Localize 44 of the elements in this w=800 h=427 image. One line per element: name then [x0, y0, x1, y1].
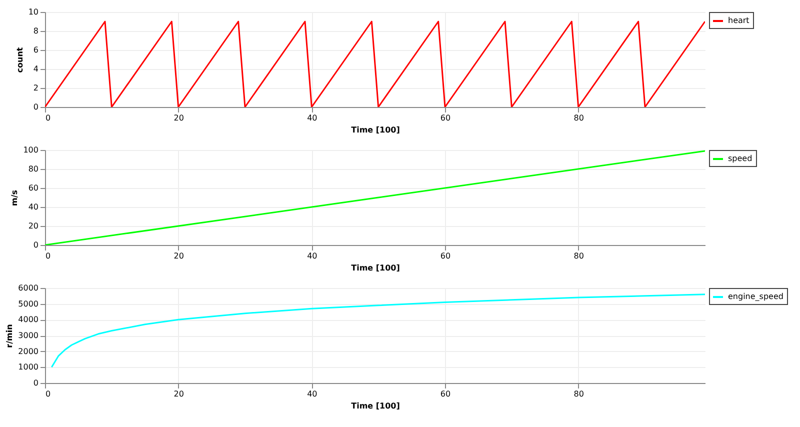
x-tick-label: 20 — [174, 114, 184, 122]
x-tick-label: 60 — [440, 114, 451, 122]
y-tick-label: 0 — [33, 102, 38, 112]
y-tick-label: 0 — [33, 378, 38, 388]
x-tick-label: 20 — [174, 252, 184, 260]
y-tick-label: 4 — [33, 64, 38, 74]
x-axis-title: Time [100] — [351, 126, 400, 134]
legend-label: speed — [728, 154, 752, 163]
x-tick-label: 0 — [46, 390, 51, 398]
x-tick-label: 0 — [46, 114, 51, 122]
y-tick-label: 2000 — [18, 346, 38, 356]
x-tick-label: 80 — [574, 114, 584, 122]
x-tick-label: 40 — [307, 390, 318, 398]
y-tick-label: 3000 — [18, 331, 38, 340]
y-tick-label: 0 — [33, 240, 38, 250]
legend-label: heart — [728, 16, 750, 25]
y-tick-label: 8 — [33, 26, 38, 36]
x-tick-label: 20 — [174, 390, 184, 398]
legend-label: engine_speed — [728, 292, 784, 301]
x-axis-title: Time [100] — [351, 402, 400, 410]
y-tick-label: 6000 — [18, 284, 38, 292]
y-axis-title: count — [15, 47, 24, 73]
y-tick-label: 20 — [28, 222, 38, 230]
y-tick-label: 1000 — [18, 362, 38, 372]
x-tick-label: 0 — [46, 252, 51, 260]
x-tick-label: 40 — [307, 114, 318, 122]
y-axis-title: r/min — [5, 324, 14, 348]
y-tick-label: 60 — [28, 184, 38, 192]
y-tick-label: 10 — [28, 8, 38, 16]
y-tick-label: 80 — [28, 164, 38, 174]
y-tick-label: 2 — [33, 84, 38, 92]
x-tick-label: 40 — [307, 252, 318, 260]
y-tick-label: 6 — [33, 46, 38, 54]
x-tick-label: 60 — [440, 252, 451, 260]
line-series — [50, 294, 705, 368]
y-tick-label: 40 — [28, 202, 38, 212]
y-tick-label: 100 — [23, 146, 38, 154]
x-tick-label: 80 — [574, 390, 584, 398]
x-tick-label: 80 — [574, 252, 584, 260]
y-tick-label: 5000 — [18, 299, 38, 308]
x-axis-title: Time [100] — [351, 264, 400, 272]
y-tick-label: 4000 — [18, 315, 38, 324]
x-tick-label: 60 — [440, 390, 451, 398]
y-axis-title: m/s — [10, 190, 20, 206]
